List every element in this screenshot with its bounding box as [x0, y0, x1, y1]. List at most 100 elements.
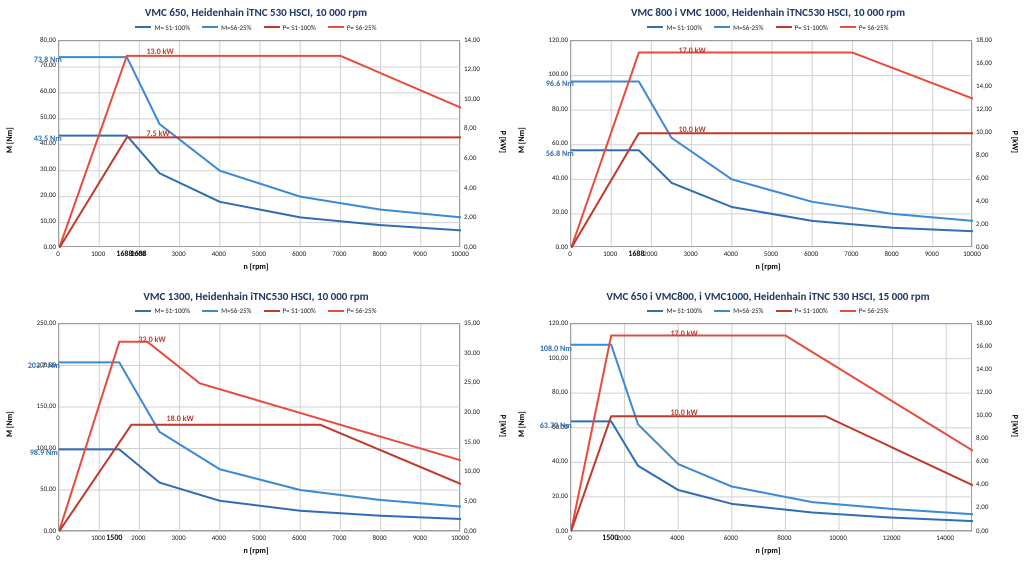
plot-svg [571, 324, 973, 532]
legend-label: M=S6-25% [733, 23, 763, 32]
x-tick-label: 4000 [724, 249, 738, 258]
legend-swatch [264, 310, 280, 312]
chart-annotation: 56.8 Nm [546, 149, 574, 159]
y2-tick-label: 10,00 [976, 127, 992, 136]
x-tick-label: 3000 [683, 249, 697, 258]
legend-item: M= S1-100% [647, 306, 702, 315]
y2-tick-label: 8,00 [976, 150, 988, 159]
x-tick-label: 8000 [884, 249, 898, 258]
legend-label: P= S1-100% [283, 306, 316, 315]
chart-annotation: 13.0 kW [146, 47, 173, 57]
y1-tick-label: 60,00 [534, 138, 568, 147]
y1-axis-label: M [Nm] [5, 127, 15, 153]
legend-item: M= S1-100% [135, 23, 190, 32]
y2-tick-label: 10,00 [464, 94, 480, 103]
chart-annotation: 73.8 Nm [34, 55, 62, 65]
legend-swatch [135, 26, 151, 28]
y2-tick-label: 14,00 [464, 35, 480, 44]
x-tick-label: 14000 [936, 533, 954, 542]
legend-label: M= S1-100% [666, 23, 702, 32]
legend-label: P= S1-100% [795, 306, 828, 315]
legend-label: M= S1-100% [666, 306, 702, 315]
legend-label: M=S6-25% [221, 306, 251, 315]
x-tick-label: 4000 [670, 533, 684, 542]
legend-item: P= S1-100% [264, 306, 316, 315]
x-tick-label: 5000 [764, 249, 778, 258]
chart-annotation: 1500 [602, 533, 618, 543]
y2-tick-label: 8,00 [464, 123, 476, 132]
chart-annotation: 63.70 Nm [540, 421, 572, 431]
y1-tick-label: 80,00 [534, 104, 568, 113]
y2-tick-label: 6,00 [976, 456, 988, 465]
y2-tick-label: 14,00 [976, 364, 992, 373]
y2-axis-label: P [kW] [497, 414, 507, 436]
y2-tick-label: 4,00 [976, 196, 988, 205]
x-tick-label: 4000 [212, 249, 226, 258]
plot-svg [59, 41, 461, 249]
chart-panel-vmc1300: VMC 1300, Heidenhain iTNC530 HSCI, 10 00… [0, 284, 512, 567]
chart-title: VMC 800 i VMC 1000, Heidenhain iTNC530 H… [520, 6, 1016, 19]
x-tick-label: 8000 [372, 533, 386, 542]
chart-legend: M= S1-100%M=S6-25%P= S1-100%P= S6-25% [8, 305, 504, 316]
chart-title: VMC 650, Heidenhain iTNC 530 HSCI, 10 00… [8, 6, 504, 19]
y2-tick-label: 25,00 [464, 377, 480, 386]
legend-label: P= S6-25% [347, 306, 377, 315]
y2-tick-label: 30,00 [464, 348, 480, 357]
y1-tick-label: 100,00 [534, 353, 568, 362]
chart-legend: M= S1-100%M=S6-25%P= S1-100%P= S6-25% [520, 305, 1016, 316]
chart-annotation: 10.0 kW [679, 125, 706, 135]
y2-tick-label: 5,00 [464, 496, 476, 505]
x-tick-label: 2000 [131, 533, 145, 542]
legend-item: P= S1-100% [264, 23, 316, 32]
y1-tick-label: 40,00 [534, 173, 568, 182]
x-tick-label: 0 [568, 249, 572, 258]
y1-tick-label: 60,00 [22, 86, 56, 95]
plot-inner [58, 323, 460, 531]
y2-tick-label: 2,00 [464, 212, 476, 221]
x-tick-label: 3000 [171, 533, 185, 542]
chart-annotation: 17.0 kW [671, 329, 698, 339]
y2-tick-label: 20,00 [464, 407, 480, 416]
y2-tick-label: 4,00 [976, 479, 988, 488]
y2-tick-label: 10,00 [976, 410, 992, 419]
legend-label: M= S1-100% [154, 23, 190, 32]
x-axis-label: n [rpm] [756, 546, 781, 556]
x-tick-label: 5000 [252, 249, 266, 258]
plot-inner [58, 40, 460, 248]
plot-area: M [Nm]P [kW]n [rpm]020004000600080001000… [520, 317, 1016, 557]
plot-inner [570, 40, 972, 248]
x-tick-label: 6000 [292, 249, 306, 258]
x-tick-label: 9000 [413, 533, 427, 542]
chart-annotation: 96.6 Nm [546, 79, 574, 89]
y1-tick-label: 40,00 [534, 456, 568, 465]
plot-area: M [Nm]P [kW]n [rpm]010002000300040005000… [8, 34, 504, 274]
x-axis-label: n [rpm] [244, 546, 269, 556]
chart-annotation: 98.9 Nm [30, 448, 58, 458]
chart-legend: M= S1-100%M=S6-25%P= S1-100%P= S6-25% [520, 21, 1016, 32]
legend-item: P= S1-100% [776, 23, 828, 32]
y1-tick-label: 120,00 [534, 318, 568, 327]
x-tick-label: 8000 [372, 249, 386, 258]
x-tick-label: 6000 [292, 533, 306, 542]
y2-tick-label: 18,00 [976, 35, 992, 44]
x-tick-label: 6000 [724, 533, 738, 542]
chart-panel-vmc800-1000: VMC 800 i VMC 1000, Heidenhain iTNC530 H… [512, 0, 1024, 284]
y1-tick-label: 0,00 [534, 242, 568, 251]
y2-tick-label: 2,00 [976, 219, 988, 228]
series-line [571, 416, 973, 531]
chart-grid: VMC 650, Heidenhain iTNC 530 HSCI, 10 00… [0, 0, 1024, 567]
chart-annotation: 18.0 kW [167, 414, 194, 424]
chart-annotation: 1688 [628, 249, 644, 259]
plot-inner [570, 323, 972, 531]
chart-annotation: 7.5 kW [146, 129, 169, 139]
y1-tick-label: 20,00 [22, 190, 56, 199]
y2-tick-label: 18,00 [976, 318, 992, 327]
chart-annotation: 32.0 kW [138, 335, 165, 345]
y2-tick-label: 12,00 [464, 64, 480, 73]
y2-tick-label: 16,00 [976, 58, 992, 67]
y1-tick-label: 150,00 [22, 401, 56, 410]
legend-label: P= S6-25% [347, 23, 377, 32]
legend-swatch [264, 26, 280, 28]
legend-swatch [776, 310, 792, 312]
legend-item: P= S1-100% [776, 306, 828, 315]
